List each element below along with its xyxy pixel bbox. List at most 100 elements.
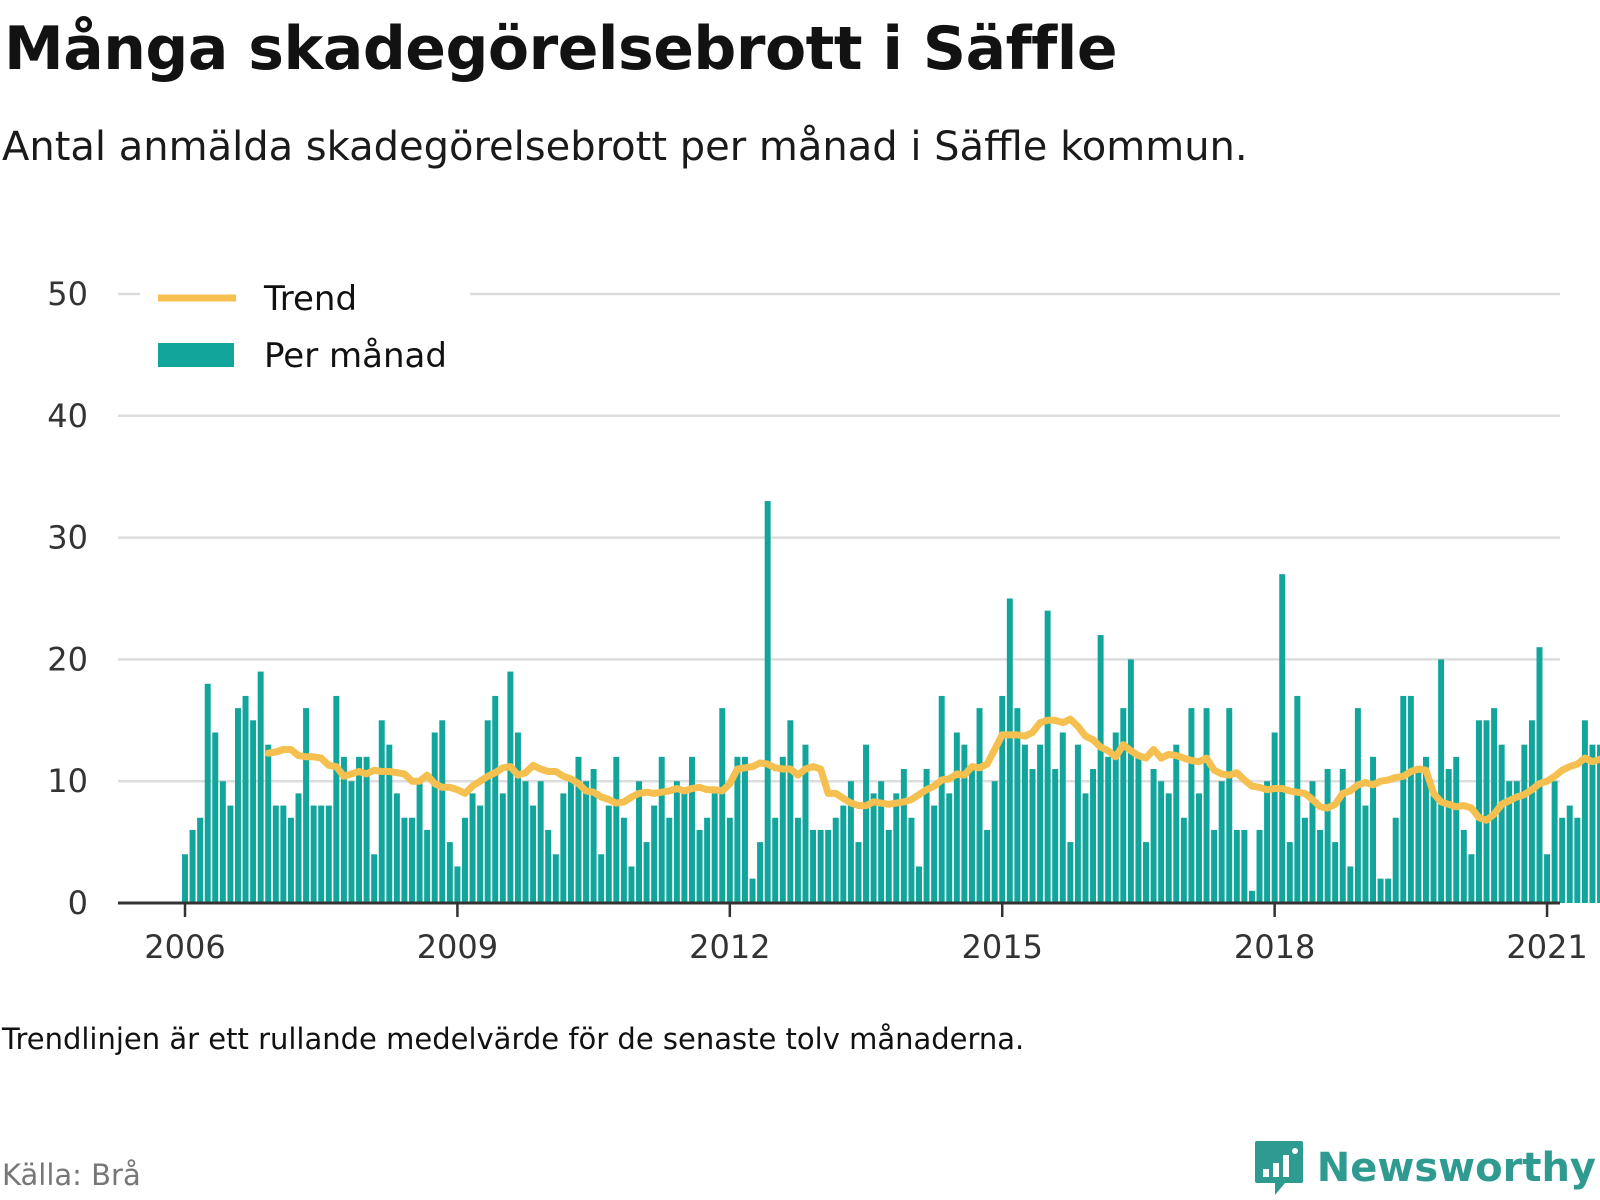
bar: [1067, 842, 1074, 903]
bar: [1271, 732, 1278, 903]
bar: [1339, 769, 1346, 903]
bar: [946, 793, 953, 903]
bar: [704, 817, 711, 903]
bar: [802, 744, 809, 903]
bar: [1112, 732, 1119, 903]
bar: [1528, 720, 1535, 903]
bar: [636, 781, 643, 903]
bar: [1551, 781, 1558, 903]
bar: [333, 695, 340, 903]
bar: [689, 756, 695, 903]
bar: [1317, 829, 1324, 903]
bar: [197, 817, 204, 903]
bar: [552, 854, 559, 903]
bar: [1460, 829, 1467, 903]
bar: [1143, 842, 1149, 903]
bar: [1392, 817, 1399, 903]
bar: [757, 842, 764, 903]
bar: [1347, 866, 1354, 903]
bar: [855, 842, 862, 903]
bar: [817, 829, 824, 903]
bar: [446, 842, 453, 903]
footnote: Trendlinjen är ett rullande medelvärde f…: [2, 1022, 1025, 1056]
legend: Trend Per månad: [140, 270, 470, 390]
bar: [1400, 695, 1407, 903]
bar: [1513, 781, 1520, 903]
bar: [1127, 659, 1134, 903]
bar: [772, 817, 779, 903]
bar: [711, 793, 718, 903]
source-label: Källa: Brå: [2, 1158, 141, 1192]
bar: [1286, 842, 1293, 903]
bar: [1082, 793, 1089, 903]
bar: [1438, 659, 1445, 903]
bar: [219, 781, 226, 903]
x-tick-label: 2006: [144, 928, 225, 966]
bar: [1150, 769, 1157, 903]
bar-series: [182, 501, 1600, 903]
bar: [1294, 695, 1301, 903]
bar: [1097, 635, 1104, 903]
bar: [522, 781, 529, 903]
bar: [1574, 817, 1581, 903]
bar: [999, 695, 1006, 903]
bar: [658, 756, 665, 903]
bar: [325, 805, 332, 903]
bar: [461, 817, 468, 903]
bar: [1468, 854, 1475, 903]
bar: [1597, 744, 1600, 903]
bar: [863, 744, 870, 903]
bar: [1135, 756, 1142, 903]
bar: [1475, 720, 1482, 903]
bar: [234, 708, 241, 903]
y-tick-label: 40: [47, 397, 88, 435]
bar: [1483, 720, 1490, 903]
newsworthy-logo-icon: [1254, 1141, 1303, 1195]
bar: [1044, 610, 1051, 903]
bar: [378, 720, 385, 903]
bar: [507, 671, 514, 903]
bar: [961, 744, 968, 903]
bar: [991, 781, 998, 903]
bar: [900, 769, 907, 903]
bar: [1233, 829, 1240, 903]
bar: [1445, 769, 1452, 903]
bar: [1248, 890, 1255, 903]
bar: [1014, 708, 1021, 903]
bar: [287, 817, 294, 903]
bar: [1195, 793, 1202, 903]
bar: [613, 756, 620, 903]
bar: [1052, 769, 1059, 903]
bar: [1090, 769, 1097, 903]
bar: [741, 756, 748, 903]
trend-series: [264, 715, 1600, 824]
bar: [431, 732, 438, 903]
bar: [590, 769, 597, 903]
bar: [303, 708, 310, 903]
bar: [1430, 793, 1437, 903]
bar: [1506, 781, 1513, 903]
bar: [242, 695, 249, 903]
bar: [1158, 781, 1165, 903]
bar: [764, 501, 771, 903]
bar: [1385, 878, 1392, 903]
bar: [477, 805, 484, 903]
bar: [1491, 708, 1498, 903]
bar: [794, 817, 801, 903]
y-tick-label: 0: [68, 884, 88, 922]
bar: [1165, 793, 1172, 903]
bar: [469, 793, 476, 903]
bar: [1006, 598, 1013, 903]
bar: [719, 708, 726, 903]
bar: [363, 756, 370, 903]
bar: [1407, 695, 1414, 903]
bar: [424, 829, 431, 903]
x-tick-label: 2015: [962, 928, 1043, 966]
bar: [204, 683, 211, 903]
bar: [1188, 708, 1195, 903]
y-axis-tick-labels: 0 10 20 30 40 50: [47, 275, 88, 922]
bar: [393, 793, 400, 903]
bar: [878, 781, 885, 903]
bar: [265, 744, 272, 903]
